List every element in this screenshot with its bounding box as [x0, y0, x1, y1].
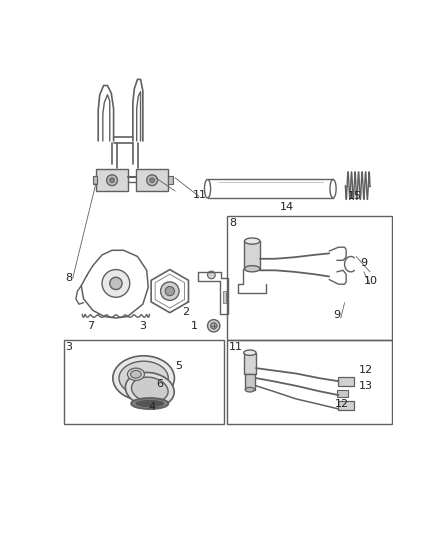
Text: 7: 7 — [87, 321, 94, 331]
Text: 13: 13 — [358, 381, 372, 391]
Text: 9: 9 — [360, 257, 367, 268]
Circle shape — [150, 178, 155, 182]
Text: 15: 15 — [348, 191, 362, 201]
Circle shape — [165, 287, 174, 296]
Bar — [93, 176, 97, 184]
Text: 2: 2 — [182, 307, 189, 317]
Bar — [227, 340, 392, 424]
Bar — [96, 169, 128, 191]
Text: 12: 12 — [335, 399, 349, 409]
Ellipse shape — [131, 370, 141, 378]
Text: 14: 14 — [280, 202, 294, 212]
Text: 6: 6 — [156, 379, 163, 389]
Circle shape — [147, 175, 158, 185]
Ellipse shape — [125, 373, 174, 407]
Text: 9: 9 — [333, 310, 340, 320]
Text: 3: 3 — [65, 342, 72, 352]
Circle shape — [107, 175, 117, 185]
Ellipse shape — [244, 265, 260, 272]
Bar — [168, 176, 173, 184]
Bar — [245, 374, 254, 390]
Ellipse shape — [131, 398, 168, 409]
Circle shape — [110, 277, 122, 289]
Text: 3: 3 — [139, 321, 146, 331]
Text: 10: 10 — [364, 276, 378, 286]
Text: 8: 8 — [65, 273, 72, 283]
Circle shape — [102, 270, 130, 297]
Bar — [339, 377, 354, 386]
Text: 12: 12 — [358, 366, 373, 375]
Bar — [136, 169, 168, 191]
Text: 8: 8 — [229, 217, 236, 228]
Circle shape — [211, 322, 217, 329]
Circle shape — [110, 178, 114, 182]
Bar — [64, 340, 224, 424]
Bar — [244, 353, 256, 374]
Bar — [339, 401, 354, 410]
Ellipse shape — [127, 368, 145, 381]
Text: 11: 11 — [229, 342, 243, 352]
Ellipse shape — [113, 356, 174, 400]
Text: 4: 4 — [148, 401, 155, 411]
Circle shape — [208, 320, 220, 332]
Ellipse shape — [244, 238, 260, 244]
Ellipse shape — [245, 387, 254, 392]
Circle shape — [161, 282, 179, 301]
Bar — [223, 291, 226, 303]
Ellipse shape — [136, 400, 164, 407]
Bar — [337, 390, 349, 398]
Ellipse shape — [131, 377, 168, 402]
Text: 11: 11 — [193, 190, 207, 200]
Ellipse shape — [119, 361, 168, 395]
Text: 1: 1 — [191, 321, 198, 331]
Ellipse shape — [244, 350, 256, 356]
Circle shape — [208, 271, 215, 279]
Bar — [227, 216, 392, 340]
Text: 5: 5 — [175, 361, 182, 371]
Bar — [244, 241, 260, 269]
